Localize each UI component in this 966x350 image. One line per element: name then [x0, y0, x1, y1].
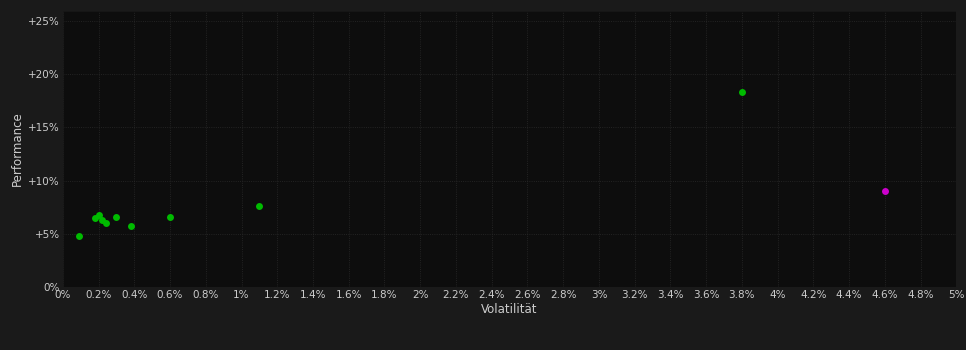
- Y-axis label: Performance: Performance: [11, 111, 24, 186]
- Point: [123, 224, 138, 229]
- Point: [162, 214, 178, 219]
- Point: [87, 215, 102, 221]
- Point: [71, 233, 87, 239]
- Point: [98, 220, 113, 226]
- Point: [877, 189, 893, 194]
- Point: [95, 217, 110, 223]
- Point: [251, 203, 267, 209]
- Point: [734, 90, 750, 95]
- Point: [91, 212, 106, 217]
- Point: [108, 214, 124, 219]
- X-axis label: Volatilität: Volatilität: [481, 302, 538, 316]
